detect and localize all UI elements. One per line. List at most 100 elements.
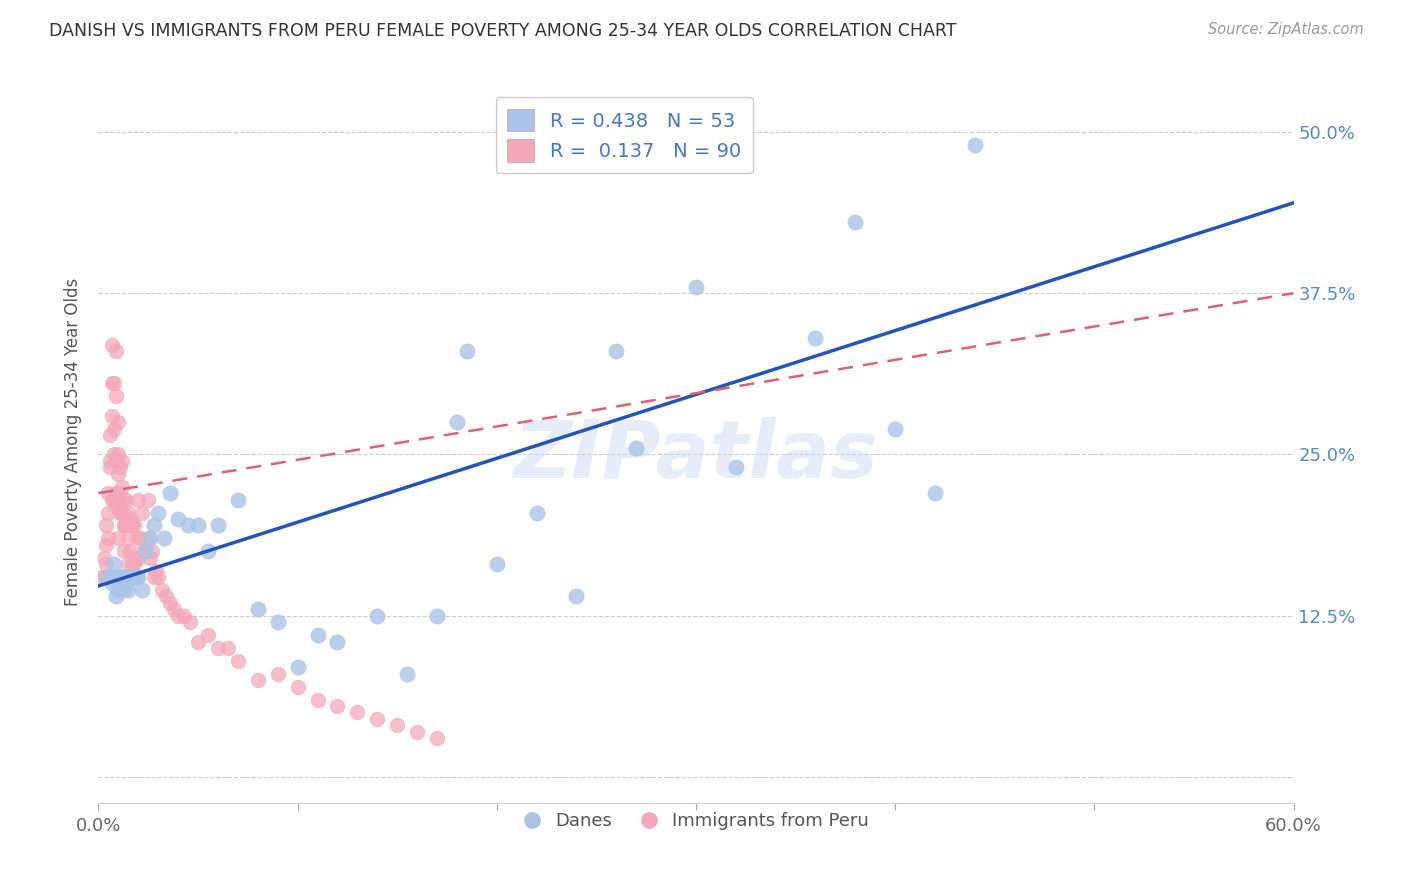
Point [267, 615, 290, 630]
Point [385, 718, 409, 732]
Point [96, 518, 118, 533]
Point [112, 582, 135, 597]
Point [101, 409, 124, 423]
Point [127, 492, 149, 507]
Point [139, 550, 162, 565]
Point [107, 467, 129, 481]
Point [125, 570, 148, 584]
Point [110, 570, 132, 584]
Point [326, 634, 349, 648]
Point [724, 460, 747, 475]
Point [135, 544, 157, 558]
Point [98, 428, 122, 442]
Point [136, 531, 159, 545]
Point [143, 570, 166, 584]
Point [129, 531, 152, 545]
Point [177, 518, 200, 533]
Point [287, 680, 309, 694]
Point [179, 615, 201, 630]
Point [167, 608, 190, 623]
Point [121, 518, 143, 533]
Point [406, 724, 429, 739]
Point [150, 582, 173, 597]
Point [97, 486, 120, 500]
Point [605, 344, 627, 359]
Point [105, 344, 128, 359]
Point [426, 608, 449, 623]
Point [307, 692, 329, 706]
Point [115, 518, 138, 533]
Point [105, 590, 128, 604]
Point [112, 544, 135, 558]
Point [103, 422, 125, 436]
Point [98, 454, 122, 468]
Point [93, 570, 115, 584]
Point [120, 544, 142, 558]
Text: Source: ZipAtlas.com: Source: ZipAtlas.com [1208, 22, 1364, 37]
Point [148, 506, 170, 520]
Point [456, 344, 478, 359]
Point [366, 608, 388, 623]
Point [127, 570, 149, 584]
Point [107, 415, 129, 429]
Point [131, 582, 153, 597]
Point [112, 518, 135, 533]
Point [107, 570, 129, 584]
Point [173, 608, 195, 623]
Point [107, 582, 129, 597]
Point [141, 544, 163, 558]
Point [163, 602, 186, 616]
Point [111, 506, 134, 520]
Point [103, 376, 125, 391]
Point [127, 531, 149, 545]
Point [167, 512, 190, 526]
Point [267, 666, 290, 681]
Point [97, 506, 120, 520]
Point [97, 531, 120, 545]
Point [107, 486, 129, 500]
Point [120, 512, 142, 526]
Point [155, 590, 177, 604]
Point [110, 499, 132, 513]
Point [844, 215, 866, 229]
Point [115, 576, 138, 591]
Point [207, 640, 229, 655]
Point [159, 596, 181, 610]
Point [307, 628, 329, 642]
Point [207, 518, 229, 533]
Point [426, 731, 449, 746]
Point [115, 512, 138, 526]
Text: DANISH VS IMMIGRANTS FROM PERU FEMALE POVERTY AMONG 25-34 YEAR OLDS CORRELATION : DANISH VS IMMIGRANTS FROM PERU FEMALE PO… [49, 22, 956, 40]
Point [187, 518, 209, 533]
Point [112, 518, 135, 533]
Point [97, 570, 120, 584]
Point [526, 506, 548, 520]
Point [105, 499, 128, 513]
Y-axis label: Female Poverty Among 25-34 Year Olds: Female Poverty Among 25-34 Year Olds [65, 277, 83, 606]
Point [98, 460, 122, 475]
Point [145, 564, 167, 578]
Point [924, 486, 946, 500]
Point [139, 531, 162, 545]
Point [101, 492, 124, 507]
Point [217, 640, 239, 655]
Point [366, 712, 388, 726]
Point [103, 557, 125, 571]
Point [105, 389, 128, 403]
Point [197, 544, 219, 558]
Point [134, 544, 156, 558]
Point [98, 570, 122, 584]
Point [105, 486, 128, 500]
Point [153, 531, 176, 545]
Point [226, 654, 249, 668]
Point [143, 518, 166, 533]
Point [135, 544, 157, 558]
Legend: Danes, Immigrants from Peru: Danes, Immigrants from Peru [516, 805, 876, 837]
Point [117, 506, 139, 520]
Point [93, 550, 115, 565]
Point [287, 660, 309, 674]
Point [105, 570, 128, 584]
Point [111, 506, 134, 520]
Point [125, 550, 148, 565]
Point [105, 454, 128, 468]
